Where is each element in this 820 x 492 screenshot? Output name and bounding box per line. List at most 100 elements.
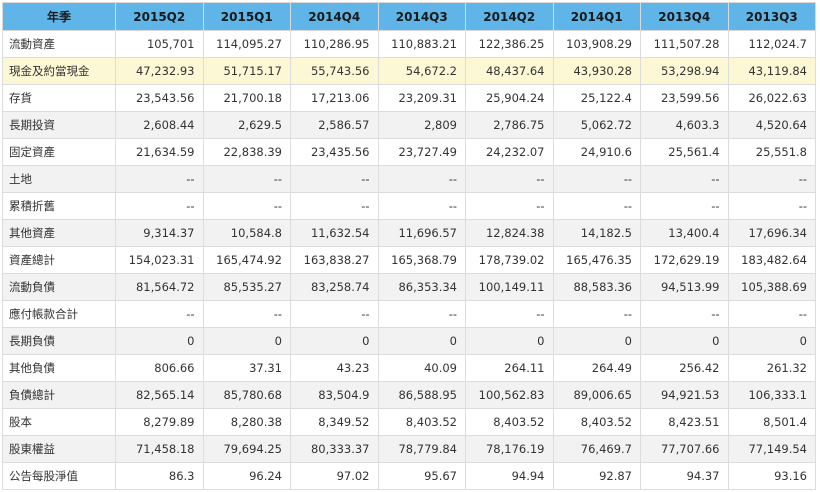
row-label: 負債總計	[2, 381, 116, 409]
table-cell: 82,565.14	[115, 381, 204, 409]
table-cell: 103,908.29	[552, 30, 641, 58]
table-cell: 11,696.57	[377, 219, 466, 247]
table-cell: --	[115, 300, 204, 328]
table-cell: 264.11	[465, 354, 554, 382]
table-cell: 23,209.31	[377, 84, 466, 112]
table-cell: --	[552, 165, 641, 193]
table-cell: 2,629.5	[202, 111, 291, 139]
table-cell: --	[377, 300, 466, 328]
table-cell: 25,122.4	[552, 84, 641, 112]
table-cell: 0	[552, 327, 641, 355]
table-row: 資產總計 154,023.31 165,474.92 163,838.27 165,36…	[2, 246, 816, 274]
table-cell: 22,838.39	[202, 138, 291, 166]
table-cell: --	[640, 192, 729, 220]
table-cell: 264.49	[552, 354, 641, 382]
row-label: 長期投資	[2, 111, 116, 139]
row-label: 其他負債	[2, 354, 116, 382]
table-row: 存貨 23,543.56 21,700.18 17,213.06 23,209.31 25…	[2, 84, 816, 112]
table-cell: --	[377, 165, 466, 193]
table-cell: 4,603.3	[640, 111, 729, 139]
column-header: 2014Q2	[465, 2, 554, 31]
table-row: 流動資產 105,701 114,095.27 110,286.95 110,883.2…	[2, 30, 816, 58]
table-cell: 0	[115, 327, 204, 355]
table-cell: 11,632.54	[290, 219, 379, 247]
column-header: 2013Q3	[727, 2, 816, 31]
table-cell: 8,501.4	[727, 408, 816, 436]
column-header: 2015Q2	[115, 2, 204, 31]
table-cell: 88,583.36	[552, 273, 641, 301]
table-cell: 21,700.18	[202, 84, 291, 112]
table-cell: 86.3	[115, 462, 204, 490]
table-cell: 94,921.53	[640, 381, 729, 409]
table-cell: 25,904.24	[465, 84, 554, 112]
row-label: 存貨	[2, 84, 116, 112]
table-cell: 105,701	[115, 30, 204, 58]
column-header: 2015Q1	[202, 2, 291, 31]
table-cell: 83,258.74	[290, 273, 379, 301]
table-cell: 122,386.25	[465, 30, 554, 58]
table-cell: --	[290, 192, 379, 220]
column-header: 2014Q4	[290, 2, 379, 31]
table-cell: --	[290, 165, 379, 193]
table-cell: 94,513.99	[640, 273, 729, 301]
table-cell: 8,279.89	[115, 408, 204, 436]
table-cell: 2,608.44	[115, 111, 204, 139]
table-cell: 51,715.17	[202, 57, 291, 85]
table-cell: 114,095.27	[202, 30, 291, 58]
table-row: 公告每股淨值 86.3 96.24 97.02 95.67 94.94 92.87 94.37…	[2, 462, 816, 490]
table-cell: 94.94	[465, 462, 554, 490]
table-cell: 80,333.37	[290, 435, 379, 463]
table-cell: 23,599.56	[640, 84, 729, 112]
table-cell: --	[115, 165, 204, 193]
table-cell: 0	[727, 327, 816, 355]
table-cell: 54,672.2	[377, 57, 466, 85]
table-cell: 95.67	[377, 462, 466, 490]
table-cell: 8,403.52	[465, 408, 554, 436]
column-header: 2013Q4	[640, 2, 729, 31]
table-cell: 23,543.56	[115, 84, 204, 112]
table-cell: 43,930.28	[552, 57, 641, 85]
table-cell: 256.42	[640, 354, 729, 382]
table-cell: 110,883.21	[377, 30, 466, 58]
table-cell: 43.23	[290, 354, 379, 382]
table-cell: 24,910.6	[552, 138, 641, 166]
header-row: 年季 2015Q2 2015Q1 2014Q4 2014Q3 2014Q2 20…	[2, 2, 816, 31]
row-label: 流動負債	[2, 273, 116, 301]
table-row: 應付帳款合計 -- -- -- -- -- -- -- --	[2, 300, 816, 328]
table-cell: 2,809	[377, 111, 466, 139]
row-label: 現金及約當現金	[2, 57, 116, 85]
table-cell: --	[377, 192, 466, 220]
table-cell: --	[202, 300, 291, 328]
table-cell: 4,520.64	[727, 111, 816, 139]
table-cell: 0	[202, 327, 291, 355]
row-label: 應付帳款合計	[2, 300, 116, 328]
table-cell: 40.09	[377, 354, 466, 382]
row-label: 土地	[2, 165, 116, 193]
row-label: 公告每股淨值	[2, 462, 116, 490]
table-row: 固定資產 21,634.59 22,838.39 23,435.56 23,727.49…	[2, 138, 816, 166]
table-cell: 71,458.18	[115, 435, 204, 463]
table-cell: 37.31	[202, 354, 291, 382]
table-cell: 9,314.37	[115, 219, 204, 247]
table-cell: 110,286.95	[290, 30, 379, 58]
table-row: 累積折舊 -- -- -- -- -- -- -- --	[2, 192, 816, 220]
table-row: 其他資產 9,314.37 10,584.8 11,632.54 11,696.57 12…	[2, 219, 816, 247]
table-cell: 83,504.9	[290, 381, 379, 409]
table-cell: 23,727.49	[377, 138, 466, 166]
table-cell: 85,780.68	[202, 381, 291, 409]
table-cell: 96.24	[202, 462, 291, 490]
column-header: 2014Q3	[377, 2, 466, 31]
table-cell: 17,213.06	[290, 84, 379, 112]
table-cell: --	[465, 165, 554, 193]
table-cell: 8,349.52	[290, 408, 379, 436]
table-cell: 85,535.27	[202, 273, 291, 301]
table-cell: 0	[290, 327, 379, 355]
table-row: 股本 8,279.89 8,280.38 8,349.52 8,403.52 8,403.…	[2, 408, 816, 436]
table-cell: --	[727, 192, 816, 220]
table-cell: 78,779.84	[377, 435, 466, 463]
table-cell: 165,368.79	[377, 246, 466, 274]
table-cell: 8,403.52	[552, 408, 641, 436]
table-cell: --	[465, 192, 554, 220]
row-label: 長期負債	[2, 327, 116, 355]
